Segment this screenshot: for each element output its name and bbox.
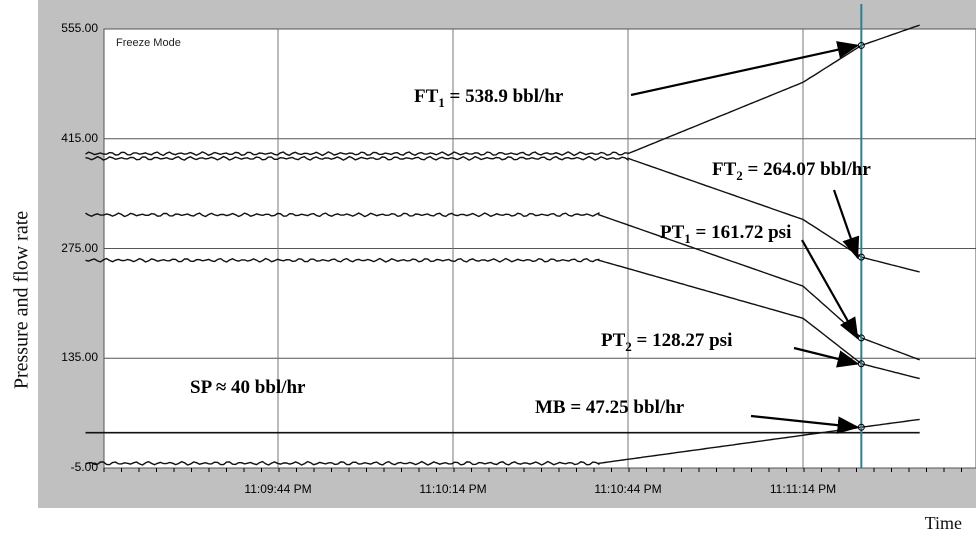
ft1-value: = 538.9 bbl/hr: [444, 86, 564, 107]
ft2-annotation: FT2 = 264.07 bbl/hr: [712, 159, 871, 184]
freeze-mode-label: Freeze Mode: [116, 37, 181, 49]
pt2-annotation: PT2 = 128.27 psi: [601, 330, 732, 355]
y-tick-label-4: -5.00: [70, 460, 98, 474]
x-axis-ticks: [103, 468, 962, 472]
arrow-ft2: [832, 189, 860, 260]
pt2-subscript: 2: [625, 338, 632, 354]
ft1-annotation: FT1 = 538.9 bbl/hr: [414, 86, 563, 111]
pt1-annotation: PT1 = 161.72 psi: [660, 222, 791, 247]
y-tick-label-3: 135.00: [61, 350, 98, 365]
sp-annotation: SP ≈ 40 bbl/hr: [190, 377, 306, 398]
x-tick-label-3: 11:11:14 PM: [769, 482, 837, 496]
plot-area: [85, 4, 976, 472]
pt1-value: = 161.72 psi: [690, 222, 792, 243]
ft1-subscript: 1: [438, 94, 445, 110]
x-tick-label-1: 11:10:14 PM: [419, 482, 487, 496]
y-tick-label-1: 415.00: [61, 130, 98, 145]
grid-lines: [104, 28, 976, 469]
ft1-name: FT: [414, 86, 439, 107]
arrow-ft1: [630, 41, 860, 97]
annotation-arrows: [630, 41, 860, 434]
ft2-name: FT: [712, 159, 737, 180]
x-axis-label: Time: [924, 513, 962, 533]
pt2-value: = 128.27 psi: [631, 330, 733, 351]
series-lines: [85, 24, 920, 466]
arrow-mb: [750, 414, 860, 434]
mb-annotation: MB = 47.25 bbl/hr: [535, 397, 685, 418]
pt1-subscript: 1: [684, 230, 691, 246]
y-axis-label: Pressure and flow rate: [10, 210, 33, 390]
series-line-mb: [85, 418, 920, 466]
pt1-name: PT: [660, 222, 685, 243]
arrow-pt2: [793, 346, 860, 368]
x-tick-label-2: 11:10:44 PM: [594, 482, 662, 496]
arrow-pt1: [801, 239, 859, 340]
y-tick-label-2: 275.00: [61, 240, 98, 255]
ft2-subscript: 2: [736, 167, 743, 183]
series-line-ft1: [85, 24, 920, 157]
x-tick-label-0: 11:09:44 PM: [244, 482, 312, 496]
ft2-value: = 264.07 bbl/hr: [742, 159, 871, 180]
series-line-ft2: [85, 155, 920, 273]
series-line-pt1: [85, 212, 920, 361]
y-tick-label-0: 555.00: [61, 21, 98, 35]
pt2-name: PT: [601, 330, 626, 351]
series-line-pt2: [85, 257, 920, 380]
